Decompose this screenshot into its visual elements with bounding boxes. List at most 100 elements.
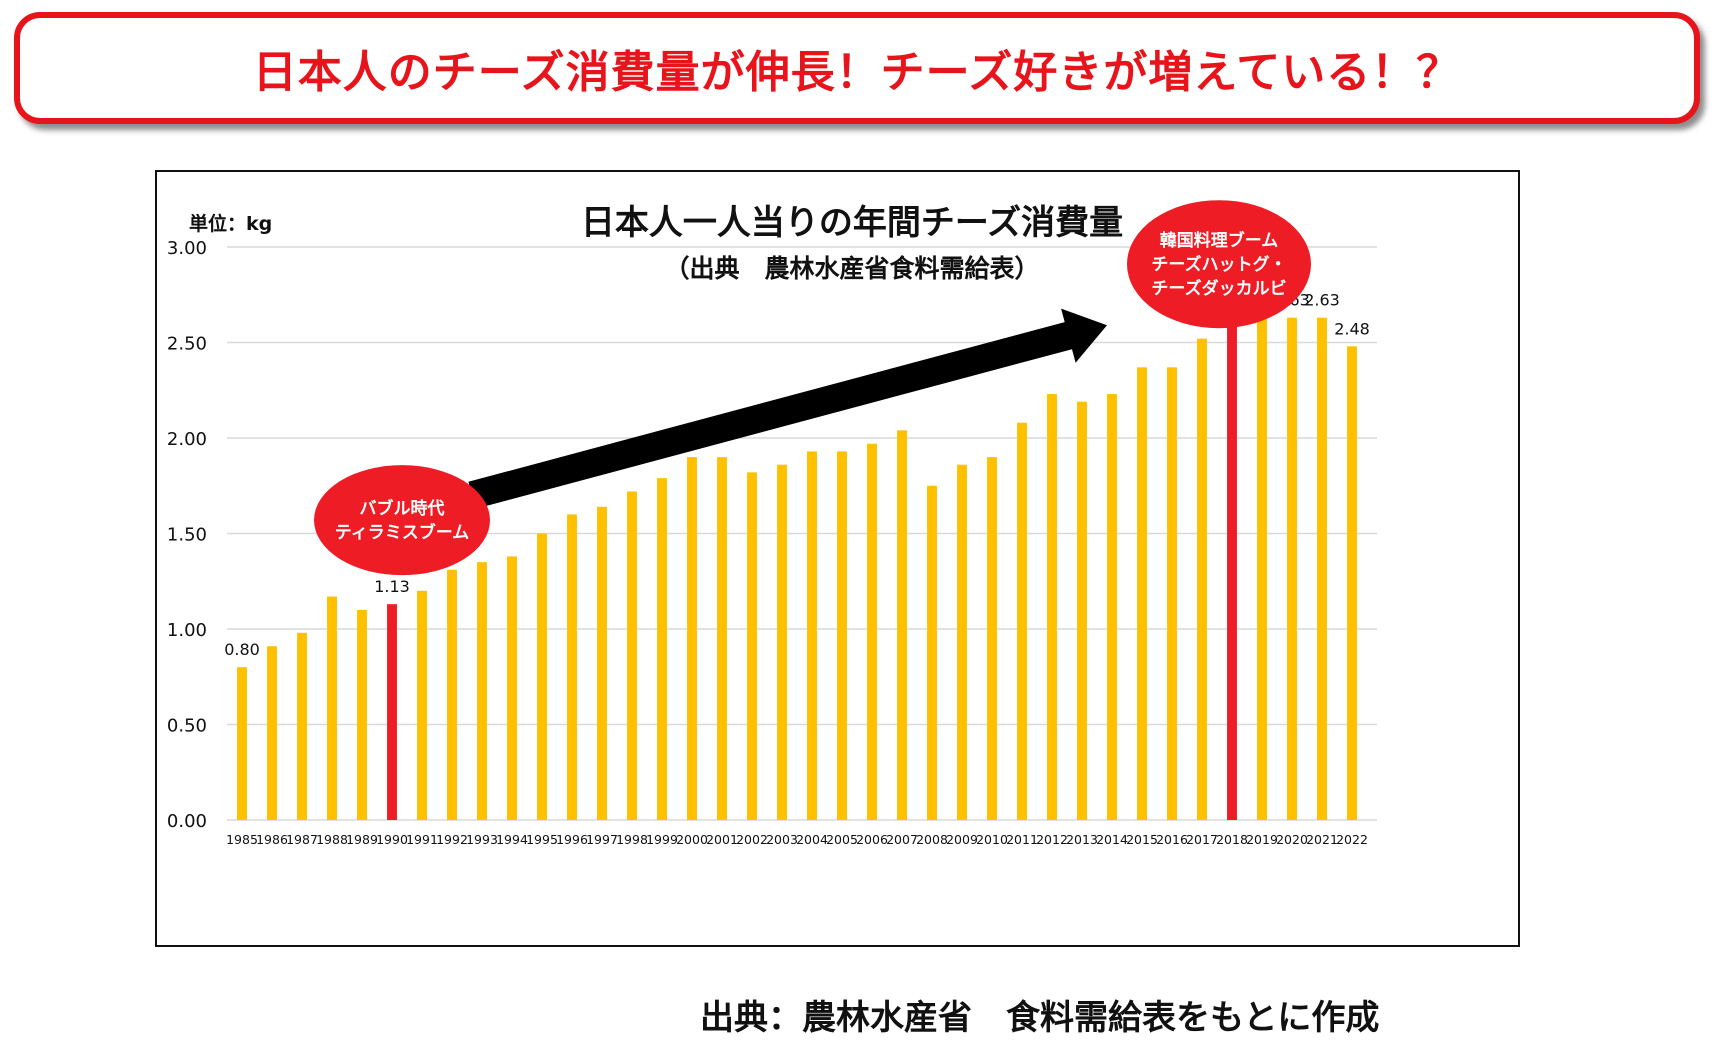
annotation-text-2018-2: チーズダッカルビ [1151,278,1286,299]
bar-2006 [867,443,877,820]
bar-2000 [687,457,697,820]
y-tick-label-1: 0.50 [167,716,207,737]
bar-2004 [807,451,817,820]
bar-1987 [297,632,307,820]
bar-2016 [1167,367,1177,820]
x-tick-label-2009: 2009 [946,832,978,847]
bar-1998 [627,491,637,820]
x-tick-label-1989: 1989 [346,832,378,847]
trend-arrow-layer [468,308,1107,509]
x-tick-label-2019: 2019 [1246,832,1278,847]
x-tick-label-1996: 1996 [556,832,588,847]
x-tick-label-2000: 2000 [676,832,708,847]
y-tick-label-5: 2.50 [167,334,207,355]
bar-1991 [417,590,427,820]
data-label-2022: 2.48 [1334,319,1370,338]
x-tick-label-1992: 1992 [436,832,468,847]
x-tick-label-1995: 1995 [526,832,558,847]
bar-2018 [1227,317,1237,820]
x-tick-label-2002: 2002 [736,832,768,847]
x-tick-label-2003: 2003 [766,832,798,847]
cheese-consumption-chart: 単位：kg 日本人一人当りの年間チーズ消費量 （出典 農林水産省食料需給表） 0… [167,200,1377,847]
bar-1985 [237,667,247,820]
x-tick-label-2014: 2014 [1096,832,1128,847]
bar-2020 [1287,317,1297,820]
annotation-text-1990-0: バブル時代 [360,498,445,519]
x-tick-label-1987: 1987 [286,832,318,847]
unit-label: 単位：kg [189,212,272,235]
bar-2011 [1017,422,1027,820]
bar-1996 [567,514,577,820]
data-label-1985: 0.80 [224,640,260,659]
data-label-1990: 1.13 [374,577,410,596]
trend-arrow [468,308,1107,509]
bar-2001 [717,457,727,820]
bar-1990 [387,604,397,820]
headline-banner: 日本人のチーズ消費量が伸長！チーズ好きが増えている！？ [14,12,1700,124]
x-tick-label-1990: 1990 [376,832,408,847]
x-tick-label-2015: 2015 [1126,832,1158,847]
bar-1993 [477,562,487,820]
bar-1994 [507,556,517,820]
x-tick-label-1997: 1997 [586,832,618,847]
annotation-text-2018-1: チーズハットグ・ [1151,254,1286,275]
x-tick-label-2013: 2013 [1066,832,1098,847]
bar-1992 [447,569,457,820]
x-tick-label-2016: 2016 [1156,832,1188,847]
bar-2012 [1047,394,1057,820]
y-tick-label-4: 2.00 [167,429,207,450]
x-tick-label-2010: 2010 [976,832,1008,847]
x-tick-label-1994: 1994 [496,832,528,847]
bar-1999 [657,478,667,820]
bar-2007 [897,430,907,820]
bar-1989 [357,609,367,820]
bar-2022 [1347,346,1357,820]
y-tick-label-6: 3.00 [167,238,207,259]
x-axis-ticks: 1985198619871988198919901991199219931994… [226,832,1368,847]
source-note: 出典：農林水産省 食料需給表をもとに作成 [700,998,1380,1038]
bar-1995 [537,533,547,820]
bar-2015 [1137,367,1147,820]
data-label-2021: 2.63 [1304,291,1340,310]
x-tick-label-1986: 1986 [256,832,288,847]
bar-2014 [1107,394,1117,820]
y-tick-label-2: 1.00 [167,620,207,641]
chart-subtitle: （出典 農林水産省食料需給表） [664,254,1039,283]
y-tick-label-0: 0.00 [167,811,207,832]
bar-2021 [1317,317,1327,820]
annotation-bubble-1990 [314,465,490,576]
x-tick-label-1988: 1988 [316,832,348,847]
annotation-bubble-2018 [1127,200,1311,329]
bar-layer [237,311,1357,820]
annotation-text-1990-1: ティラミスブーム [335,522,469,543]
bar-2005 [837,451,847,820]
bar-1997 [597,506,607,820]
chart-title: 日本人一人当りの年間チーズ消費量 [581,203,1123,243]
x-tick-label-2018: 2018 [1216,832,1248,847]
bar-2009 [957,464,967,820]
x-tick-label-2021: 2021 [1306,832,1338,847]
x-tick-label-1991: 1991 [406,832,438,847]
x-tick-label-1985: 1985 [226,832,258,847]
chart-frame: 単位：kg 日本人一人当りの年間チーズ消費量 （出典 農林水産省食料需給表） 0… [155,170,1520,947]
bar-2019 [1257,311,1267,820]
bar-2002 [747,472,757,820]
annotation-text-2018-0: 韓国料理ブーム [1160,230,1279,251]
x-tick-label-1999: 1999 [646,832,678,847]
headline-text: 日本人のチーズ消費量が伸長！チーズ好きが増えている！？ [252,47,1462,98]
bar-2017 [1197,338,1207,820]
x-tick-label-2001: 2001 [706,832,738,847]
x-tick-label-2008: 2008 [916,832,948,847]
x-tick-label-2012: 2012 [1036,832,1068,847]
bar-2013 [1077,401,1087,820]
y-axis-ticks: 0.00 0.50 1.00 1.50 2.00 2.50 3.00 [167,238,207,832]
x-tick-label-2004: 2004 [796,832,828,847]
bar-2008 [927,485,937,820]
bar-1988 [327,596,337,820]
bar-1986 [267,646,277,820]
x-tick-label-1998: 1998 [616,832,648,847]
bar-2003 [777,464,787,820]
x-tick-label-2007: 2007 [886,832,918,847]
x-tick-label-2022: 2022 [1336,832,1368,847]
